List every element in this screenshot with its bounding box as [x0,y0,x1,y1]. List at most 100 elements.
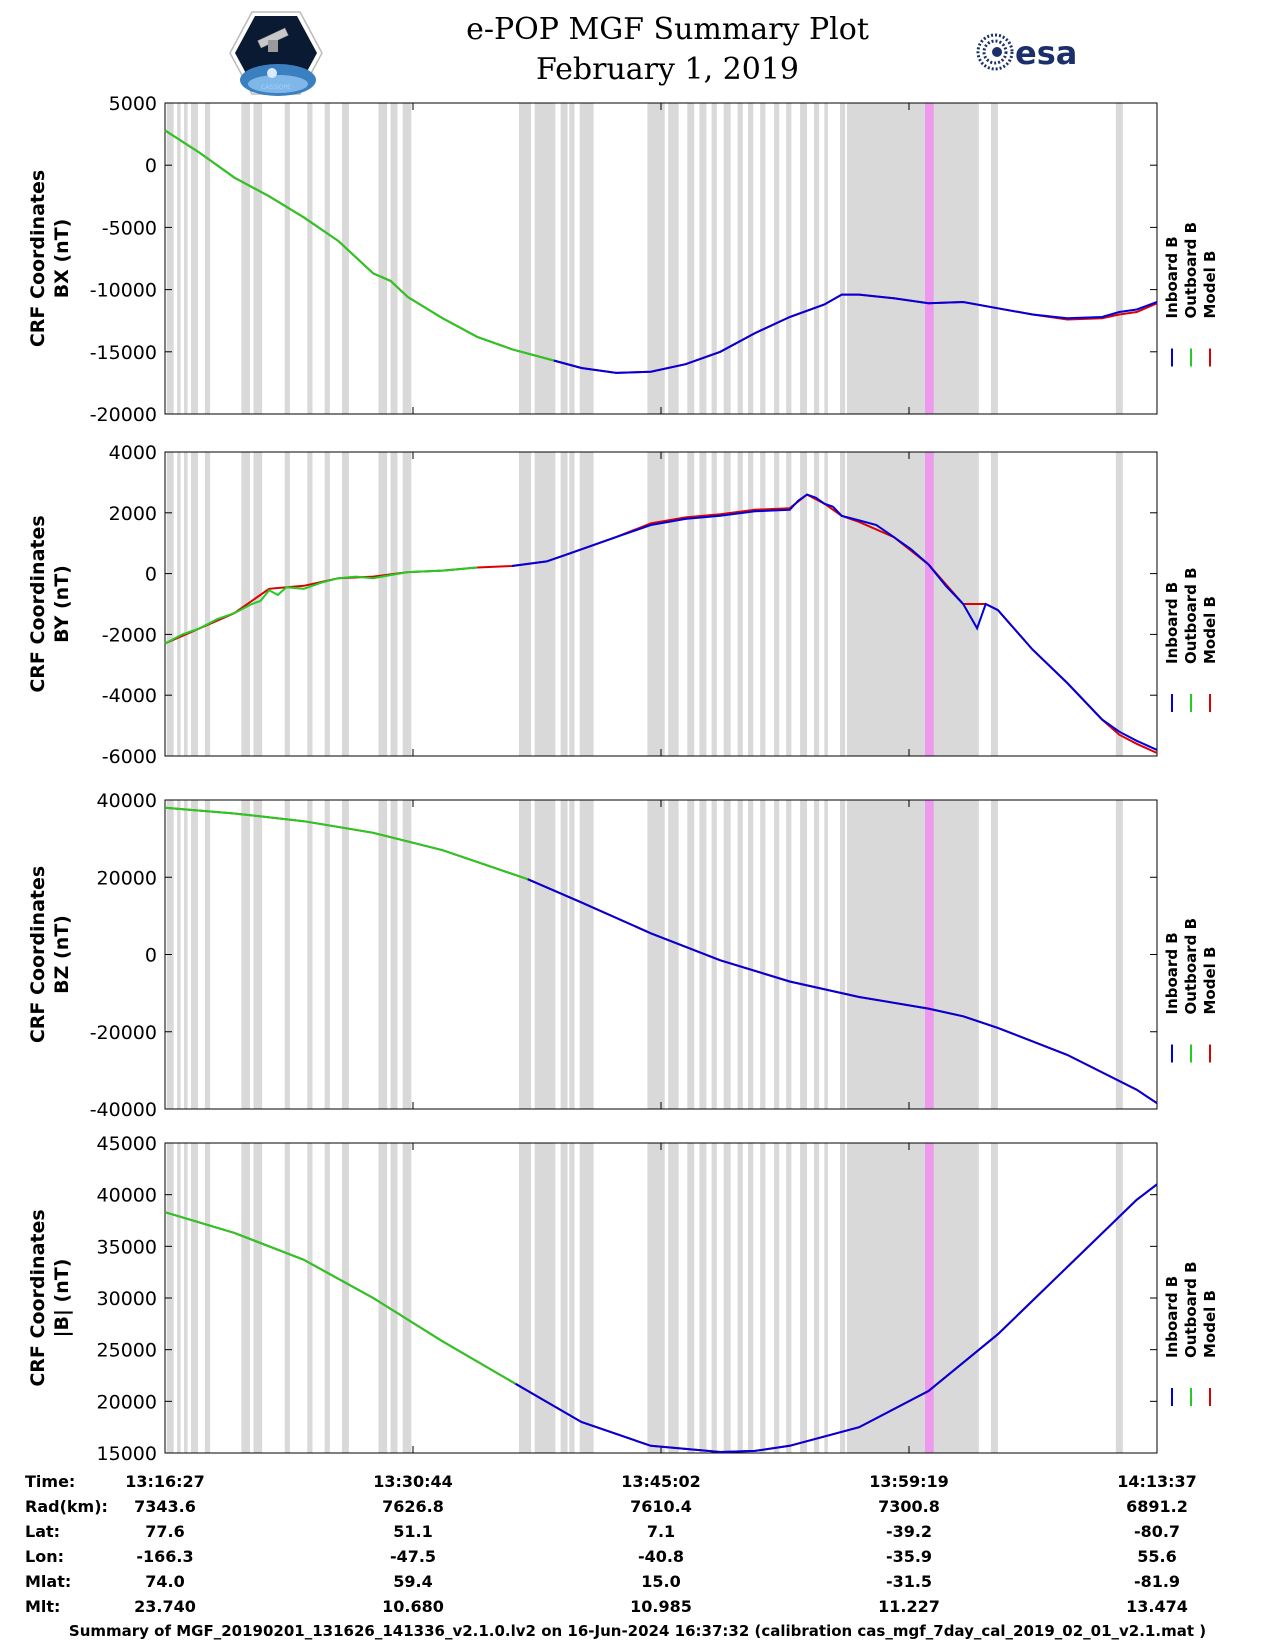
data-gap-band [307,103,313,414]
data-gap-band [378,103,388,414]
legend-label: Inboard B [1163,932,1181,1014]
data-gap-band [241,1143,251,1453]
data-gap-band [668,800,679,1109]
data-gap-band [668,1143,679,1453]
legend-label: Outboard B [1182,567,1200,664]
ephemeris-value: -31.5 [886,1572,932,1591]
data-gap-band [839,800,846,1109]
data-gap-band [378,1143,388,1453]
ephemeris-value: -40.8 [638,1547,684,1566]
data-gap-band [687,800,695,1109]
data-gap-band [307,800,313,1109]
y-axis-label: CRF Coordinates BX (nT) [27,170,73,347]
data-gap-band [824,103,828,414]
legend-label: Model B [1201,1290,1219,1358]
data-gap-band [723,800,731,1109]
data-gap-band [748,800,754,1109]
ephemeris-row-label: Rad(km): [25,1497,108,1516]
data-gap-band [402,1143,412,1453]
data-gap-band [560,800,568,1109]
ephemeris-row-label: Lon: [25,1547,64,1566]
data-gap-band [990,103,998,414]
data-gap-band [711,1143,717,1453]
plot-date: February 1, 2019 [535,52,799,87]
data-gap-band [786,103,792,414]
data-gap-band [579,800,594,1109]
y-axis-label-line: CRF Coordinates [27,515,49,692]
data-gap-band [284,800,290,1109]
ephemeris-value: 7343.6 [134,1497,196,1516]
data-gap-band [786,1143,792,1453]
panel-1: 5000 0 -5000 -10000 -15000 -20000 CRF Coordina… [27,93,1219,426]
data-gap-band [699,1143,707,1453]
data-gap-band [390,103,398,414]
data-gap-band [324,452,330,756]
data-gap-band [191,1143,198,1453]
y-tick-label: 30000 [97,1288,157,1310]
footer-caption: Summary of MGF_20190201_131626_141336_v2… [68,1622,1207,1640]
ephemeris-value: 10.985 [630,1597,692,1616]
series-outboard-b [164,806,529,881]
data-gap-band [711,103,717,414]
ephemeris-row-label: Lat: [25,1522,60,1541]
data-gap-band [786,800,792,1109]
data-gap-band [569,452,575,756]
highlight-band [925,452,934,756]
data-gap-band [668,103,679,414]
data-gap-band [518,103,532,414]
data-gap-band [990,1143,998,1453]
data-gap-band [341,1143,349,1453]
legend-label: Model B [1201,251,1219,319]
data-gap-band [800,103,808,414]
ephemeris-table: Time: Rad(km): Lat: Lon: Mlat: Mlt: 13:16:27 73… [25,1472,1197,1616]
data-gap-band [1115,452,1123,756]
data-gap-band [191,800,198,1109]
data-gap-band [579,452,594,756]
y-tick-label: 40000 [97,1185,157,1207]
data-gap-band [748,1143,754,1453]
y-tick-label: 45000 [97,1133,157,1155]
series-outboard-b [164,1211,517,1385]
ephemeris-row-label: Time: [25,1472,75,1491]
ephemeris-value: 7.1 [647,1522,675,1541]
y-tick-label: -20000 [90,1022,157,1044]
data-gap-band [748,452,754,756]
data-gap-band [184,800,188,1109]
data-gap-band [560,1143,568,1453]
data-gap-band [813,1143,820,1453]
panel-2: 4000 2000 0 -2000 -4000 -6000 CRF Coordinates B… [27,442,1219,768]
legend-label: Outboard B [1182,222,1200,319]
data-gap-band [786,452,792,756]
data-gap-band [737,1143,743,1453]
legend-label: Outboard B [1182,918,1200,1015]
y-tick-label: -40000 [90,1099,157,1121]
y-tick-label: 15000 [97,1443,157,1465]
data-gap-band [579,103,594,414]
y-axis-label-line: |B| (nT) [51,1259,73,1338]
y-tick-label: -15000 [90,342,157,364]
data-gap-band [204,800,211,1109]
series-inboard-b [514,1183,1158,1454]
data-gap-band [534,452,556,756]
data-gap-band [774,800,780,1109]
y-axis-label: CRF Coordinates |B| (nT) [27,1209,73,1386]
panel-3: 40000 20000 0 -20000 -40000 CRF Coordinates BZ… [27,790,1219,1121]
data-gap-band [518,1143,532,1453]
legend-label: Model B [1201,947,1219,1015]
data-gap-band [760,452,766,756]
data-gap-band [723,103,731,414]
y-axis-label-line: BZ (nT) [51,915,73,994]
data-gap-band [204,1143,211,1453]
data-gap-band [184,452,188,756]
ephemeris-value: 11.227 [878,1597,940,1616]
data-gap-band [774,1143,780,1453]
data-gap-band [687,103,695,414]
data-gap-band [687,1143,695,1453]
y-tick-label: 20000 [97,867,157,889]
data-gap-band [518,452,532,756]
ephemeris-row-label: Mlat: [25,1572,71,1591]
y-tick-label: -6000 [102,746,157,768]
ephemeris-value: 6891.2 [1126,1497,1188,1516]
legend-label: Inboard B [1163,236,1181,318]
